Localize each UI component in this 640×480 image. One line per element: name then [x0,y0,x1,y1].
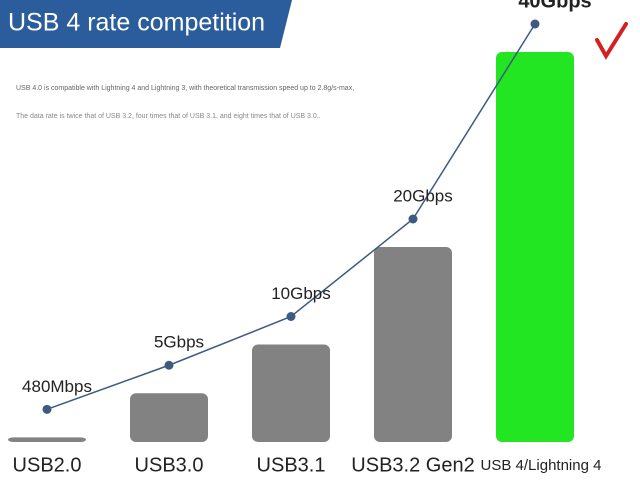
bar [8,437,86,442]
x-tick-label: USB2.0 [13,454,82,476]
note: The data rate is twice that of USB 3.2, … [16,113,321,120]
x-tick-label: USB3.1 [257,454,326,476]
check-mark [595,22,628,60]
value-label: 40Gbps [518,0,591,12]
trend-dot [286,312,296,321]
x-tick-label: USB3.2 Gen2 [351,454,474,476]
trend-dot [164,360,174,370]
note: USB 4.0 is compatible with Lightning 4 a… [16,85,354,92]
value-label: 480Mbps [22,377,92,396]
chart-title: USB 4 rate competition [8,9,265,37]
trend-dot [530,19,540,29]
trend-dot [42,404,52,414]
value-label: 10Gbps [271,284,331,303]
x-tick-label: USB 4/Lightning 4 [481,457,602,474]
bar [130,393,208,442]
bar [252,344,330,442]
trend-dot [408,214,418,224]
value-label: 20Gbps [393,186,453,205]
title-banner [0,0,292,48]
bar [496,52,574,442]
value-label: 5Gbps [154,333,204,352]
bar [374,247,452,442]
x-tick-label: USB3.0 [135,454,204,476]
